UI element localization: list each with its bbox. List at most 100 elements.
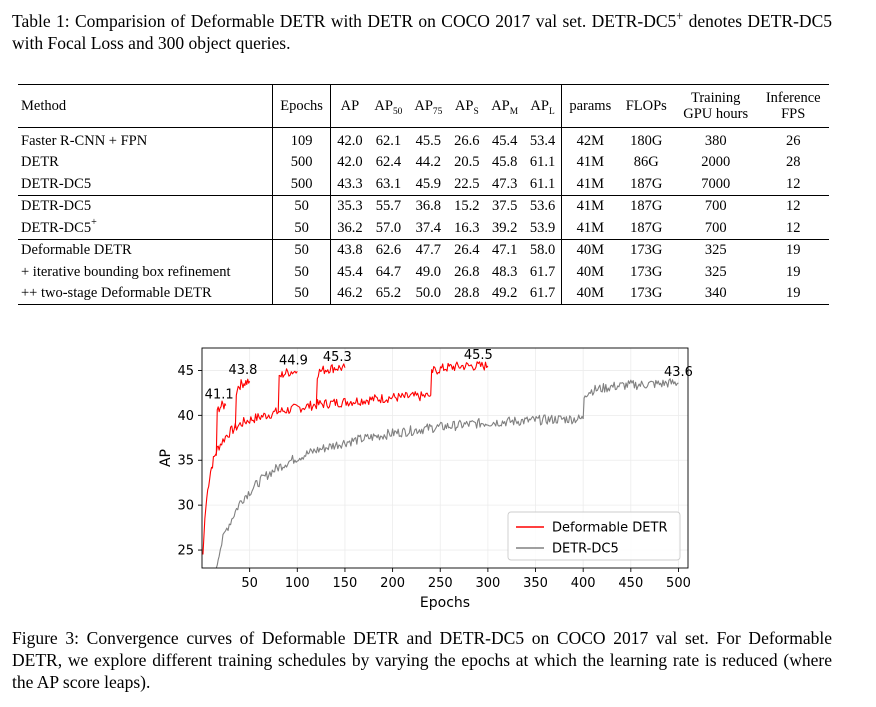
cell-aps: 28.8 [454,285,480,302]
table-row: + iterative bounding box refinement 50 45.… [18,261,829,283]
cell-ap75: 47.7 [415,242,442,259]
x-tick-label: 500 [666,576,691,591]
method-sup: + [91,217,97,229]
x-tick-label: 250 [428,576,453,591]
table-row: DETR 500 42.0 62.4 44.2 20.5 45.8 61.1 41M 86G 200… [18,151,829,173]
cell-flops: 173G [630,263,663,280]
convergence-chart: 41.1 43.8 44.9 45.3 45.5 43.6 50 100 150 200 250 3… [158,347,693,610]
cell-params: 40M [576,242,604,259]
cell-apl: 61.7 [524,282,563,305]
table-caption-lead: Table 1: Comparision of Deformable DETR … [12,11,677,31]
table-row: DETR-DC5 500 43.3 63.1 45.9 22.5 47.3 61.1 41M 18… [18,173,829,195]
curve-annotation: 45.5 [464,348,493,363]
cell-ap50: 65.2 [375,285,402,302]
table-row: ++ two-stage Deformable DETR 50 46.2 65.2 50… [18,282,829,305]
figure-caption: Figure 3: Convergence curves of Deformab… [12,628,832,692]
cell-method: DETR-DC5 [18,173,273,195]
method-name: DETR-DC5 [21,198,92,215]
cell-ap: 45.4 [337,263,363,280]
cell-epochs: 50 [272,239,332,261]
cell-apl: 58.0 [524,239,563,261]
cell-epochs: 50 [272,282,332,305]
cell-ap50: 55.7 [375,198,402,215]
cell-method: Faster R-CNN + FPN [18,127,273,152]
legend-label: Deformable DETR [552,521,667,536]
cell-apl: 53.9 [524,217,563,239]
cell-aps: 16.3 [454,219,480,236]
legend-box [507,511,681,561]
cell-fps: 19 [785,263,801,280]
series-line-deformable-detr [277,368,298,412]
cell-apm: 49.2 [491,285,518,302]
y-tick-label: 25 [177,544,194,559]
cell-epochs: 109 [272,127,332,152]
x-tick-label: 100 [285,576,310,591]
x-tick-label: 200 [380,576,405,591]
y-tick-label: 45 [177,364,194,379]
header-apm-base: AP [491,98,510,114]
header-ap75: AP75 [408,85,448,128]
cell-aps: 26.6 [454,132,480,149]
series-line-deformable-detr [202,391,431,555]
cell-method: DETR [18,151,273,173]
header-epochs: Epochs [272,84,332,128]
cell-flops: 173G [630,242,663,259]
table-row: DETR-DC5+ 50 36.2 57.0 37.4 16.3 39.2 53.9 41M 18… [18,217,829,239]
cell-ap50: 63.1 [375,175,402,192]
header-training-line1: Training [690,90,741,106]
cell-apm: 47.1 [491,242,518,259]
cell-gpu-hours: 325 [704,263,727,280]
cell-apl: 53.6 [524,195,563,217]
cell-apm: 45.8 [491,154,518,171]
x-tick-label: 350 [523,576,548,591]
header-ap75-sub: 75 [432,106,443,117]
cell-ap: 43.3 [337,175,363,192]
header-ap: AP [340,98,360,114]
cell-ap: 46.2 [337,285,363,302]
x-axis-label: Epochs [420,595,470,610]
cell-fps: 26 [785,132,801,149]
cell-epochs: 500 [272,173,332,195]
cell-flops: 187G [630,198,663,215]
cell-aps: 20.5 [454,154,480,171]
curve-annotation: 43.8 [228,363,257,378]
cell-params: 40M [576,263,604,280]
y-tick-label: 40 [177,409,194,424]
header-method: Method [18,84,273,128]
cell-aps: 26.4 [454,242,480,259]
cell-method: DETR-DC5 [18,195,273,217]
cell-flops: 173G [630,285,663,302]
header-training-line2: GPU hours [683,106,749,122]
x-tick-label: 450 [618,576,643,591]
method-name: Faster R-CNN + FPN [21,132,148,149]
cell-method: + iterative bounding box refinement [18,261,273,283]
cell-ap75: 45.9 [415,175,442,192]
cell-apl: 53.4 [524,127,563,152]
header-params: params [569,98,612,114]
cell-ap50: 64.7 [375,263,402,280]
table-group-deformable: Deformable DETR 50 43.8 62.6 47.7 26.4 47.1 58.… [18,239,829,305]
cell-ap50: 57.0 [375,219,402,236]
chart-annotations: 41.1 43.8 44.9 45.3 45.5 43.6 [205,348,693,403]
chart-series-layer [202,361,679,569]
method-name: DETR-DC5 [21,219,92,236]
y-tick-label: 30 [177,499,194,514]
header-aps-sub: S [473,106,479,117]
cell-fps: 19 [785,242,801,259]
cell-gpu-hours: 700 [704,219,727,236]
cell-method: Deformable DETR [18,239,273,261]
x-tick-label: 400 [571,576,596,591]
cell-params: 41M [576,198,604,215]
method-name: Deformable DETR [21,242,132,259]
x-tick-label: 300 [475,576,500,591]
cell-ap50: 62.1 [375,132,402,149]
header-flops: FLOPs [625,98,667,114]
method-name: + iterative bounding box refinement [21,263,231,280]
cell-apl: 61.1 [524,173,563,195]
cell-epochs: 500 [272,151,332,173]
curve-annotation: 44.9 [279,353,308,368]
table-row: Deformable DETR 50 43.8 62.6 47.7 26.4 47.1 58.… [18,239,829,261]
cell-ap: 42.0 [337,132,363,149]
header-apm: APM [485,85,524,128]
cell-gpu-hours: 340 [704,285,727,302]
